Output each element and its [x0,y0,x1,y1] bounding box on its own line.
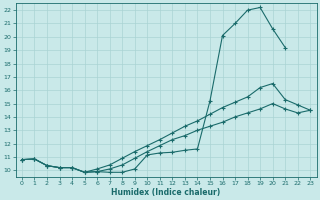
X-axis label: Humidex (Indice chaleur): Humidex (Indice chaleur) [111,188,221,197]
